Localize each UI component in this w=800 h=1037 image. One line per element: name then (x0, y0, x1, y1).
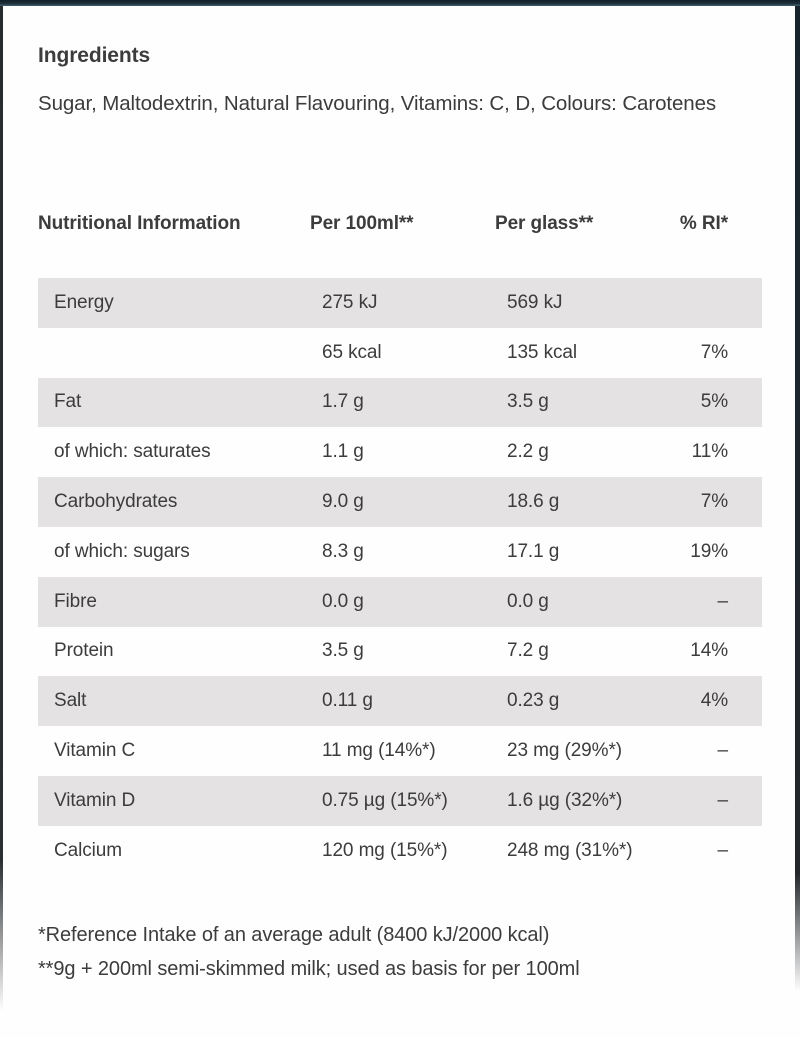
per-glass-value: 135 kcal (507, 341, 577, 363)
per-100ml-value: 9.0 g (322, 491, 364, 513)
per-100ml-value: 0.0 g (322, 590, 364, 612)
table-row: Salt 0.11 g 0.23 g 4% (38, 676, 762, 727)
per-glass-value: 1.6 µg (32%*) (507, 789, 623, 811)
nutrient-label: of which: sugars (54, 540, 190, 562)
table-row: Carbohydrates 9.0 g 18.6 g 7% (38, 477, 762, 527)
ri-percent-value: 7% (700, 491, 728, 513)
ri-percent-value: – (717, 789, 729, 811)
table-row: Fibre 0.0 g 0.0 g – (38, 576, 762, 627)
header-nutritional-information: Nutritional Information (38, 213, 241, 234)
footnote-reference-intake: *Reference Intake of an average adult (8… (38, 924, 550, 946)
nutrient-label: Carbohydrates (54, 491, 178, 513)
per-glass-value: 18.6 g (507, 491, 560, 513)
header-percent-ri: % RI* (679, 213, 728, 234)
nutrition-table-body: Energy 275 kJ 569 kJ 65 kcal 135 kcal 7%… (38, 278, 762, 876)
per-100ml-value: 1.1 g (322, 441, 364, 463)
table-row: of which: sugars 8.3 g 17.1 g 19% (38, 527, 762, 577)
per-glass-value: 0.0 g (507, 590, 549, 612)
header-per-100ml: Per 100ml** (310, 213, 414, 234)
nutrient-label: Salt (54, 690, 87, 712)
per-glass-value: 569 kJ (507, 291, 563, 313)
table-header-row: Nutritional Information Per 100ml** Per … (38, 209, 762, 239)
ingredients-text: Sugar, Maltodextrin, Natural Flavouring,… (38, 92, 717, 115)
photo-right-edge (795, 6, 800, 991)
per-100ml-value: 1.7 g (322, 391, 364, 413)
ri-percent-value: – (717, 590, 729, 612)
table-row: Fat 1.7 g 3.5 g 5% (38, 377, 762, 428)
per-glass-value: 17.1 g (507, 540, 560, 562)
nutrient-label: Fat (54, 391, 82, 413)
table-row: Vitamin D 0.75 µg (15%*) 1.6 µg (32%*) – (38, 775, 762, 826)
footnotes-block: *Reference Intake of an average adult (8… (38, 918, 778, 986)
per-100ml-value: 8.3 g (322, 540, 364, 562)
table-row: Protein 3.5 g 7.2 g 14% (38, 627, 762, 677)
per-100ml-value: 65 kcal (322, 341, 382, 363)
per-100ml-value: 11 mg (14%*) (322, 740, 436, 762)
per-glass-value: 248 mg (31%*) (507, 839, 633, 861)
per-100ml-value: 0.11 g (322, 690, 373, 712)
nutrient-label: Vitamin C (54, 740, 136, 762)
nutrient-label: of which: saturates (54, 441, 211, 463)
per-100ml-value: 120 mg (15%*) (322, 839, 448, 861)
table-row: Calcium 120 mg (15%*) 248 mg (31%*) – (38, 826, 762, 876)
table-row: Energy 275 kJ 569 kJ (38, 278, 762, 328)
ri-percent-value: 7% (700, 341, 728, 363)
header-per-glass: Per glass** (495, 213, 594, 234)
per-glass-value: 23 mg (29%*) (507, 740, 622, 762)
ri-percent-value: 19% (690, 540, 728, 562)
photo-left-edge (0, 6, 3, 1011)
nutrient-label: Calcium (54, 839, 122, 861)
photo-top-edge (0, 0, 800, 6)
per-glass-value: 3.5 g (507, 391, 549, 413)
ri-percent-value: – (717, 839, 729, 861)
table-row: of which: saturates 1.1 g 2.2 g 11% (38, 427, 762, 477)
table-row: 65 kcal 135 kcal 7% (38, 328, 762, 378)
ri-percent-value: 11% (691, 441, 728, 463)
per-glass-value: 0.23 g (507, 690, 560, 712)
ri-percent-value: – (717, 740, 729, 762)
nutrient-label: Energy (54, 291, 114, 313)
table-row: Vitamin C 11 mg (14%*) 23 mg (29%*) – (38, 726, 762, 776)
ri-percent-value: 4% (700, 690, 728, 712)
per-100ml-value: 275 kJ (322, 291, 378, 313)
footnote-per-100ml-basis: **9g + 200ml semi-skimmed milk; used as … (38, 958, 580, 980)
nutrient-label: Fibre (54, 590, 97, 612)
ri-percent-value: 14% (690, 640, 728, 662)
per-100ml-value: 3.5 g (322, 640, 364, 662)
ri-percent-value: 5% (700, 391, 728, 413)
nutrient-label: Protein (54, 640, 114, 662)
nutrient-label: Vitamin D (54, 789, 136, 811)
per-glass-value: 7.2 g (507, 640, 549, 662)
ingredients-heading: Ingredients (38, 44, 151, 67)
per-glass-value: 2.2 g (507, 441, 549, 463)
per-100ml-value: 0.75 µg (15%*) (322, 789, 448, 811)
